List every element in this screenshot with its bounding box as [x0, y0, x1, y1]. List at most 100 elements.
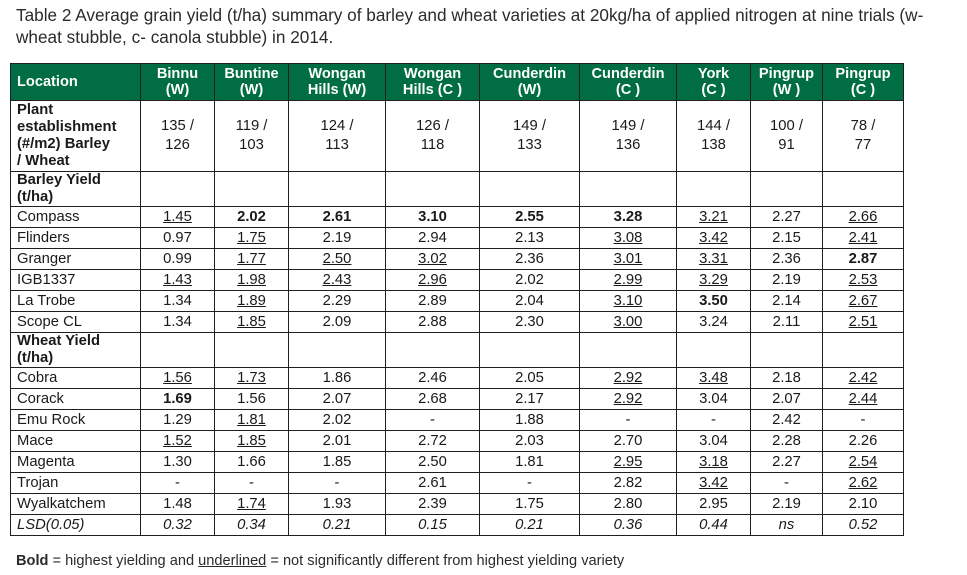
wheat-yield-section-label: Wheat Yield (t/ha) — [10, 332, 141, 368]
yield-value: 2.10 — [848, 496, 878, 512]
plant-establishment-cell: 144 / 138 — [676, 100, 751, 172]
footnote-underlined-word: underlined — [198, 553, 267, 569]
header-york-c: York (C ) — [676, 63, 751, 101]
yield-value: 2.36 — [515, 251, 544, 267]
section-line: Wheat Yield — [17, 333, 101, 349]
yield-value: 1.93 — [322, 496, 352, 512]
yield-value: 1.56 — [237, 391, 266, 407]
yield-value: 1.66 — [237, 454, 266, 470]
yield-value: 1.81 — [515, 454, 544, 470]
yield-value: 2.42 — [848, 370, 878, 386]
yield-cell: 2.02 — [214, 206, 289, 228]
yield-value: - — [860, 412, 866, 428]
yield-value: 2.39 — [418, 496, 447, 512]
variety-name: Trojan — [10, 472, 141, 494]
table-row: Granger 0.99 1.77 2.50 3.02 2.36 3.01 3.31 2.36 2… — [10, 248, 904, 270]
yield-cell: - — [822, 409, 904, 431]
yield-cell: 2.70 — [579, 430, 677, 452]
header-binnu-w: Binnu (W) — [140, 63, 215, 101]
variety-name: La Trobe — [10, 290, 141, 312]
yield-value: - — [711, 412, 716, 428]
yield-value: 1.45 — [163, 209, 192, 225]
table-row: Corack 1.69 1.56 2.07 2.68 2.17 2.92 3.04 2.07 2.… — [10, 388, 904, 410]
lsd-label: LSD(0.05) — [10, 514, 141, 536]
yield-cell: 2.10 — [822, 493, 904, 515]
yield-value: 2.70 — [613, 433, 643, 449]
yield-value: 2.41 — [848, 230, 878, 246]
yield-value: 2.61 — [322, 209, 352, 225]
cell-line: 126 / — [416, 118, 449, 134]
yield-value: 2.43 — [322, 272, 352, 288]
yield-value: 2.15 — [772, 230, 801, 246]
yield-value: 2.30 — [515, 314, 544, 330]
yield-cell: 3.28 — [579, 206, 677, 228]
cell-line: 100 / — [770, 118, 803, 134]
yield-value: 2.68 — [418, 391, 447, 407]
yield-cell: 1.34 — [140, 311, 215, 333]
yield-value: 2.92 — [613, 370, 643, 386]
header-buntine-w: Buntine (W) — [214, 63, 289, 101]
yield-value: 2.02 — [515, 272, 544, 288]
header-cunderdin-w: Cunderdin (W) — [479, 63, 580, 101]
empty-cell — [676, 171, 751, 207]
barley-yield-section: Barley Yield (t/ha) — [10, 171, 904, 207]
table-row: Trojan - - - 2.61 - 2.82 3.42 - 2.62 — [10, 472, 904, 494]
cell-line: 135 / — [161, 118, 194, 134]
table-row: Magenta 1.30 1.66 1.85 2.50 1.81 2.95 3.18 2.27 2… — [10, 451, 904, 473]
yield-cell: 3.10 — [385, 206, 480, 228]
yield-cell: 2.05 — [479, 367, 580, 389]
lsd-cell: 0.36 — [579, 514, 677, 536]
yield-cell: - — [288, 472, 386, 494]
yield-cell: 3.04 — [676, 430, 751, 452]
yield-value: 2.27 — [772, 454, 801, 470]
yield-cell: - — [750, 472, 823, 494]
yield-cell: 3.31 — [676, 248, 751, 270]
yield-value: - — [527, 475, 532, 491]
yield-value: 1.56 — [163, 370, 192, 386]
yield-cell: 2.92 — [579, 367, 677, 389]
cell-line: 124 / — [320, 118, 354, 134]
variety-name: Scope CL — [10, 311, 141, 333]
yield-value: 2.04 — [515, 293, 544, 309]
yield-value: 2.13 — [515, 230, 544, 246]
yield-cell: 2.55 — [479, 206, 580, 228]
yield-cell: 2.82 — [579, 472, 677, 494]
yield-cell: 1.85 — [214, 430, 289, 452]
yield-value: 1.29 — [163, 412, 192, 428]
empty-cell — [676, 332, 751, 368]
empty-cell — [750, 332, 823, 368]
yield-value: 1.98 — [237, 272, 266, 288]
yield-value: 1.89 — [237, 293, 266, 309]
yield-value: 3.18 — [699, 454, 728, 470]
yield-cell: 1.66 — [214, 451, 289, 473]
yield-value: 2.67 — [848, 293, 878, 309]
yield-cell: - — [385, 409, 480, 431]
yield-cell: 1.69 — [140, 388, 215, 410]
yield-value: 1.75 — [515, 496, 544, 512]
cell-line: 113 — [325, 137, 349, 153]
yield-value: 2.07 — [322, 391, 352, 407]
yield-cell: 2.19 — [750, 269, 823, 291]
lsd-cell: 0.34 — [214, 514, 289, 536]
yield-value: 1.75 — [237, 230, 266, 246]
yield-cell: 2.14 — [750, 290, 823, 312]
yield-value: 2.27 — [772, 209, 801, 225]
table-row: IGB1337 1.43 1.98 2.43 2.96 2.02 2.99 3.29 2.19 2… — [10, 269, 904, 291]
yield-value: 1.86 — [322, 370, 352, 386]
yield-value: 3.31 — [699, 251, 728, 267]
plant-establishment-cell: 149 / 136 — [579, 100, 677, 172]
yield-cell: 2.03 — [479, 430, 580, 452]
plant-establishment-cell: 119 / 103 — [214, 100, 289, 172]
empty-cell — [579, 332, 677, 368]
yield-cell: 2.87 — [822, 248, 904, 270]
yield-value: 1.85 — [237, 433, 266, 449]
yield-value: 3.48 — [699, 370, 728, 386]
barley-yield-section-label: Barley Yield (t/ha) — [10, 171, 141, 207]
variety-name: IGB1337 — [10, 269, 141, 291]
plant-establishment-cell: 78 / 77 — [822, 100, 904, 172]
empty-cell — [214, 332, 289, 368]
yield-value: 2.89 — [418, 293, 447, 309]
cell-line: 78 / — [850, 118, 876, 134]
yield-cell: 2.72 — [385, 430, 480, 452]
empty-cell — [288, 171, 386, 207]
